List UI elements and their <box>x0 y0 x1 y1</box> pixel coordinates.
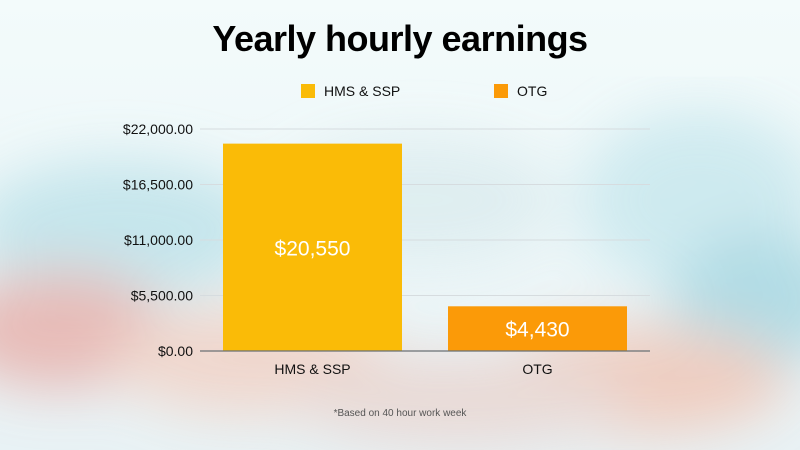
legend-label-hms-ssp: HMS & SSP <box>324 83 401 99</box>
y-tick-label: $11,000.00 <box>124 232 193 248</box>
chart-title: Yearly hourly earnings <box>212 18 588 59</box>
legend-item-hms-ssp: HMS & SSP <box>301 82 400 100</box>
y-tick-label: $5,500.00 <box>131 288 193 304</box>
x-tick-label: OTG <box>522 361 552 377</box>
y-tick-label: $22,000.00 <box>123 121 193 137</box>
data-label: $4,430 <box>505 319 569 342</box>
data-label: $20,550 <box>275 237 351 260</box>
footnote: *Based on 40 hour work week <box>333 408 467 419</box>
legend-item-otg: OTG <box>494 82 547 100</box>
legend-swatch-otg <box>494 84 508 98</box>
bar <box>223 143 402 351</box>
legend-swatch-hms-ssp <box>301 84 315 98</box>
legend-label-otg: OTG <box>517 83 548 99</box>
x-tick-label: HMS & SSP <box>274 361 350 377</box>
y-tick-label: $0.00 <box>158 343 193 359</box>
bar <box>448 306 627 351</box>
y-tick-label: $16,500.00 <box>123 177 193 193</box>
